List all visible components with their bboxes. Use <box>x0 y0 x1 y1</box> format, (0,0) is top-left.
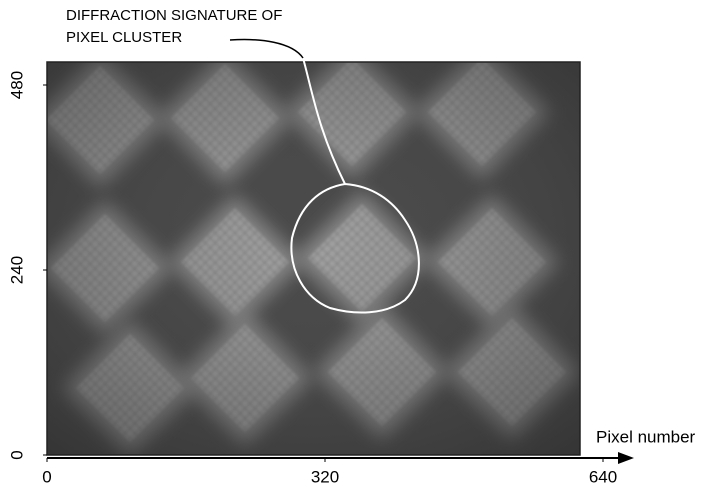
y-tick-label: 480 <box>7 71 26 99</box>
x-tick-label: 320 <box>311 467 339 486</box>
diffraction-image <box>47 62 580 455</box>
y-tick-label: 0 <box>7 450 26 459</box>
x-axis-label: Pixel number <box>596 427 696 446</box>
annotation: PIXEL CLUSTER <box>66 29 182 46</box>
cluster-outline <box>229 38 420 314</box>
annotation: DIFFRACTION SIGNATURE OF <box>66 7 282 24</box>
image-frame <box>46 61 581 456</box>
x-tick-label: 640 <box>589 467 617 486</box>
axis-arrow <box>618 452 634 464</box>
y-tick-label: 240 <box>7 256 26 284</box>
x-tick-label: 0 <box>42 467 51 486</box>
leader-line <box>229 38 304 59</box>
